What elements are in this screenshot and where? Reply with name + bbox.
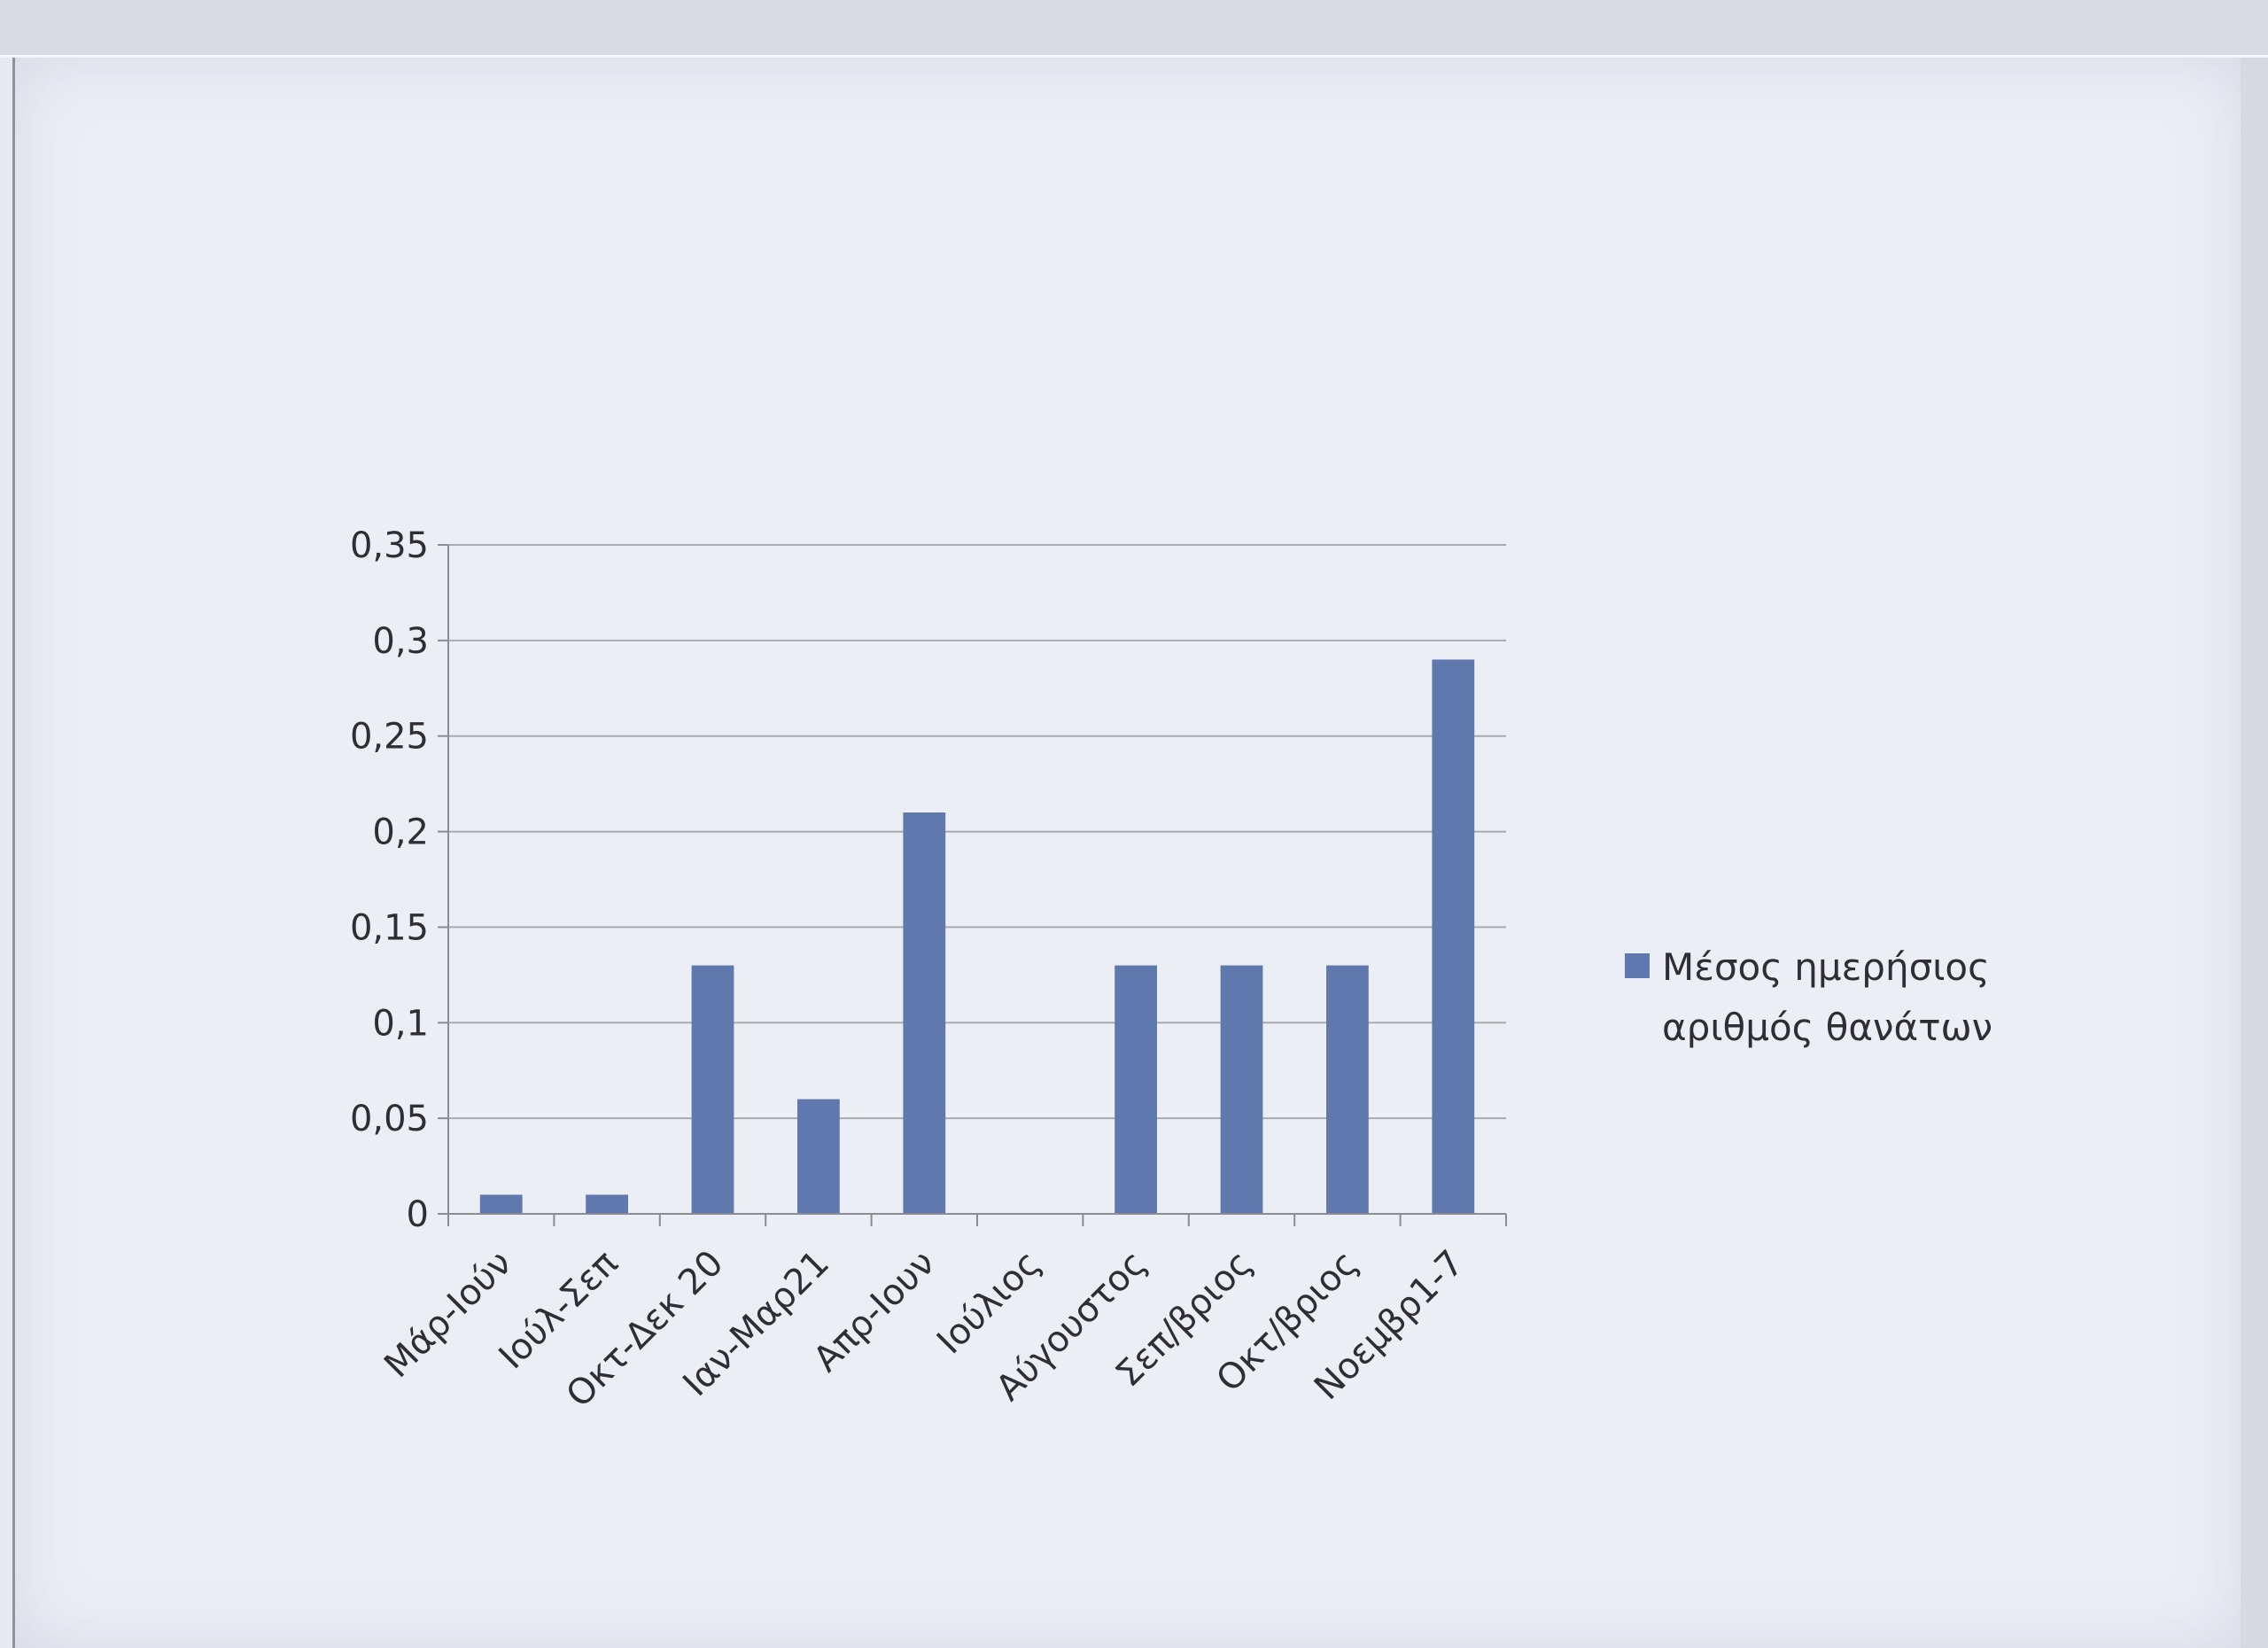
y-tick-label: 0,2 [372,812,429,853]
y-tick-label: 0,15 [350,907,429,948]
bar-2 [586,1194,628,1214]
bar-10 [1432,659,1475,1214]
scanner-top-strip [0,0,2268,58]
bar-4 [797,1099,840,1214]
bar-5 [903,812,946,1214]
y-tick-label: 0,1 [372,1003,429,1044]
legend-swatch [1625,953,1650,978]
legend-label-line-1: Μέσος ημερήσιος [1662,945,1990,989]
legend: Μέσος ημερήσιος αριθμός θανάτων [1625,945,1992,1049]
y-tick-label: 0,3 [372,621,429,662]
y-tick-labels: 0 0,05 0,1 0,15 0,2 0,25 0,3 0,35 [350,525,429,1235]
legend-label-line-2: αριθμός θανάτων [1662,1006,1992,1049]
axes [438,544,1507,1226]
bar-9 [1326,965,1369,1214]
y-tick-label: 0,25 [350,717,429,758]
bar-7 [1115,965,1157,1214]
paper-sheet [12,58,2243,1648]
bar-3 [691,965,734,1214]
x-tick-label: Μάρ-Ιούν [377,1243,520,1387]
y-tick-label: 0,05 [350,1099,429,1139]
y-tick-label: 0 [407,1194,429,1235]
bar-8 [1220,965,1263,1214]
y-tick-label: 0,35 [350,525,429,566]
bars [479,659,1475,1214]
scanner-right-edge [2241,58,2268,1648]
bar-1 [479,1194,523,1214]
